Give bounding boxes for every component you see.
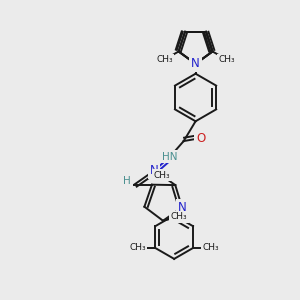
Text: CH₃: CH₃ [202, 244, 219, 253]
Text: N: N [178, 201, 187, 214]
Text: N: N [191, 57, 200, 70]
Text: CH₃: CH₃ [153, 171, 170, 180]
Text: CH₃: CH₃ [156, 55, 173, 64]
Text: CH₃: CH₃ [129, 244, 146, 253]
Text: O: O [196, 132, 205, 145]
Text: HN: HN [162, 152, 178, 162]
Text: H: H [123, 176, 131, 186]
Text: CH₃: CH₃ [218, 55, 235, 64]
Text: N: N [150, 164, 158, 177]
Text: CH₃: CH₃ [170, 212, 187, 221]
